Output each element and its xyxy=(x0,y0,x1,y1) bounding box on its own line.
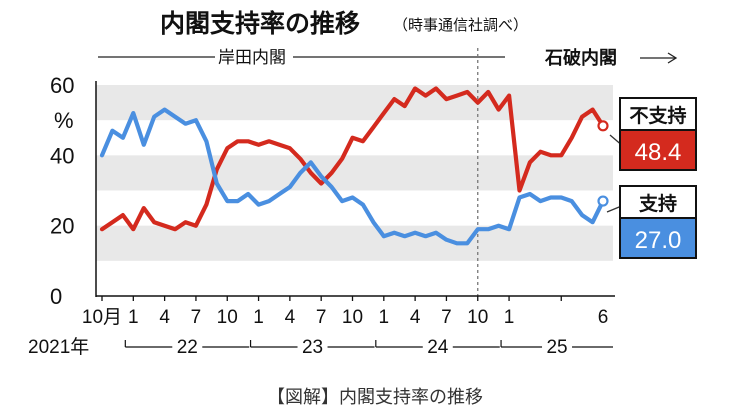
x-tick-label: 1 xyxy=(504,307,515,328)
era-label-ishiba: 石破内閣 xyxy=(544,47,617,69)
approve-end-marker xyxy=(597,195,609,207)
disapprove-callout: 不支持 48.4 xyxy=(609,97,697,171)
x-tick-label: 4 xyxy=(410,307,421,328)
era-label-kishida: 岸田内閣 xyxy=(218,48,286,68)
y-tick-label: 0 xyxy=(50,284,62,309)
year-label: 2021年 xyxy=(28,336,89,358)
grid-bands xyxy=(96,85,613,261)
approve-line xyxy=(99,107,606,246)
approve-callout: 支持 27.0 xyxy=(606,185,697,259)
axes xyxy=(95,81,615,297)
y-tick-label: 60 xyxy=(50,73,74,98)
grid-band xyxy=(96,85,613,121)
year-label: 23 xyxy=(302,337,323,358)
disapprove-name-label: 不支持 xyxy=(629,104,686,127)
year-label: 25 xyxy=(546,337,567,358)
x-tick-label: 10 xyxy=(342,307,363,328)
disapprove-line xyxy=(99,86,606,232)
approve-value-label: 27.0 xyxy=(635,227,682,254)
x-tick-label: 1 xyxy=(128,307,139,328)
y-tick-label: 20 xyxy=(50,214,74,239)
x-tick-label: 10月 xyxy=(82,307,122,328)
disapprove-end-marker xyxy=(597,120,609,132)
era-bar: 岸田内閣 石破内閣 xyxy=(98,47,678,69)
series-lines xyxy=(99,86,609,246)
year-label-bg xyxy=(422,338,453,358)
x-tick-label: 7 xyxy=(441,307,452,328)
year-label: 22 xyxy=(177,337,198,358)
y-unit-label: % xyxy=(54,108,74,133)
y-tick-labels: 0 20 40 60 xyxy=(50,73,74,309)
year-label: 24 xyxy=(427,337,449,358)
disapprove-name-box xyxy=(619,97,697,131)
year-labels: 2021年 22 23 24 25 xyxy=(28,336,613,358)
x-tick-label: 10 xyxy=(217,307,238,328)
year-label-bg xyxy=(172,338,203,358)
x-tick-label: 7 xyxy=(191,307,202,328)
approve-value-box xyxy=(619,217,697,259)
x-tick-labels: 10月 1 4 7 10 1 4 7 10 1 4 7 10 1 6 xyxy=(82,296,608,328)
x-tick-label: 4 xyxy=(285,307,296,328)
x-tick-label: 1 xyxy=(379,307,390,328)
grid-band xyxy=(96,225,613,261)
disapprove-value-box xyxy=(619,129,697,171)
figure-caption: 【図解】内閣支持率の推移 xyxy=(267,387,483,408)
chart-subtitle: （時事通信社調べ） xyxy=(393,16,528,34)
disapprove-value-label: 48.4 xyxy=(635,139,682,166)
x-tick-label: 6 xyxy=(598,307,609,328)
year-label-bg xyxy=(542,338,573,358)
x-tick-label: 1 xyxy=(253,307,264,328)
era-arrow-head xyxy=(667,52,678,64)
y-tick-label: 40 xyxy=(50,143,74,168)
grid-band xyxy=(96,155,613,191)
approve-name-label: 支持 xyxy=(638,192,677,215)
chart-title: 内閣支持率の推移 xyxy=(160,9,360,38)
year-label-bg xyxy=(297,338,328,358)
x-tick-label: 7 xyxy=(316,307,327,328)
x-tick-label: 4 xyxy=(159,307,170,328)
x-tick-label: 10 xyxy=(467,307,488,328)
